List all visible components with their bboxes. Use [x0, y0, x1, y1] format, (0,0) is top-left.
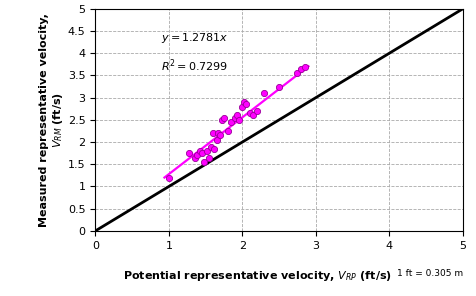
Point: [242, 102, 249, 107]
Point: [205, 155, 213, 160]
Point: [203, 149, 210, 153]
Point: [200, 160, 208, 165]
Point: [253, 109, 260, 113]
Point: [275, 84, 282, 89]
Y-axis label: Measured representative velocity,
$V_{RM}$ (ft/s): Measured representative velocity, $V_{RM…: [39, 13, 65, 227]
Point: [218, 118, 225, 122]
Point: [214, 131, 221, 136]
Point: [231, 115, 238, 120]
Point: [300, 64, 308, 69]
Point: [190, 155, 198, 160]
Text: 1 ft = 0.305 m: 1 ft = 0.305 m: [396, 269, 462, 278]
Point: [223, 128, 231, 133]
Point: [227, 120, 235, 124]
Point: [208, 131, 216, 136]
Point: [293, 71, 301, 75]
Point: [216, 133, 224, 138]
Point: [249, 113, 257, 118]
Point: [207, 144, 214, 149]
Point: [297, 66, 304, 71]
Point: [212, 137, 220, 142]
Point: [239, 100, 247, 104]
Point: [238, 104, 246, 109]
Text: $y = 1.2781x$: $y = 1.2781x$: [160, 31, 228, 45]
Point: [198, 151, 205, 156]
Point: [196, 149, 203, 153]
Text: Potential representative velocity, $V_{RP}$ (ft/s): Potential representative velocity, $V_{R…: [122, 269, 391, 283]
Point: [165, 175, 172, 180]
Point: [260, 91, 268, 96]
Point: [193, 153, 200, 158]
Point: [220, 115, 228, 120]
Point: [233, 113, 240, 118]
Text: $R^2 = 0.7299$: $R^2 = 0.7299$: [161, 58, 228, 74]
Point: [210, 147, 218, 151]
Point: [185, 151, 193, 156]
Point: [234, 118, 242, 122]
Point: [245, 111, 253, 115]
